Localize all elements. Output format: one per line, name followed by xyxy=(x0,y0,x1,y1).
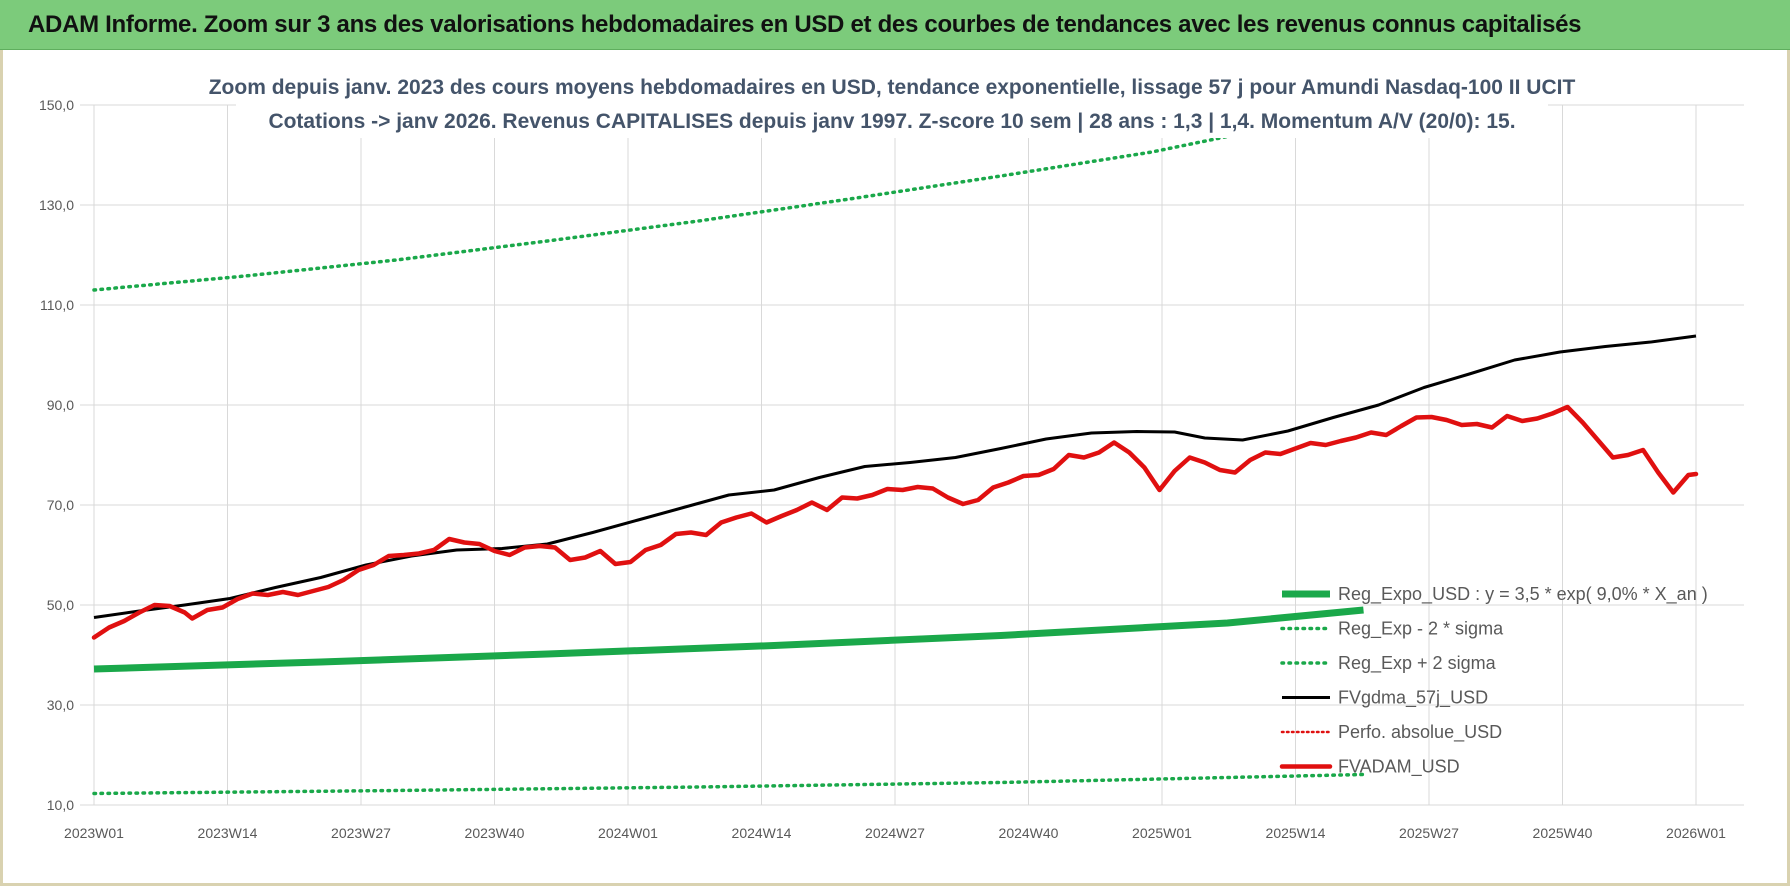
x-tick-label: 2024W01 xyxy=(598,825,658,841)
legend-label: Reg_Exp - 2 * sigma xyxy=(1338,619,1504,640)
x-tick-label: 2026W01 xyxy=(1666,825,1726,841)
y-tick-label: 30,0 xyxy=(47,697,74,713)
series-line-thick-red xyxy=(91,404,1699,640)
y-tick-label: 130,0 xyxy=(39,197,74,213)
legend-label: Reg_Expo_USD : y = 3,5 * exp( 9,0% * X_a… xyxy=(1338,584,1708,605)
x-tick-label: 2023W14 xyxy=(198,825,258,841)
series-line-dotted-green xyxy=(92,106,1366,292)
x-tick-label: 2024W14 xyxy=(732,825,792,841)
x-tick-label: 2023W27 xyxy=(331,825,391,841)
x-tick-label: 2023W40 xyxy=(465,825,525,841)
legend-label: Perfo. absolue_USD xyxy=(1338,722,1502,743)
axis-labels: 150,0 130,0 110,0 90,0 70,0 50,0 30,0 10,0 2023W… xyxy=(39,97,1726,841)
legend-label: FVADAM_USD xyxy=(1338,757,1460,778)
y-tick-label: 70,0 xyxy=(47,497,74,513)
series-line-dotted-green xyxy=(92,772,1366,796)
grid-lines xyxy=(80,104,1744,806)
x-tick-label: 2025W01 xyxy=(1132,825,1192,841)
y-tick-label: 10,0 xyxy=(47,797,74,813)
x-tick-label: 2023W01 xyxy=(64,825,124,841)
x-tick-label: 2025W40 xyxy=(1533,825,1593,841)
series-line-black xyxy=(93,334,1697,619)
x-tick-label: 2024W27 xyxy=(865,825,925,841)
title-background xyxy=(236,66,1548,138)
report-title: ADAM Informe. Zoom sur 3 ans des valoris… xyxy=(28,10,1582,38)
series-line-thick-green xyxy=(93,606,1364,673)
y-tick-label: 90,0 xyxy=(47,397,74,413)
legend-label: FVgdma_57j_USD xyxy=(1338,688,1488,709)
y-tick-label: 50,0 xyxy=(47,597,74,613)
chart-title-line-1: Zoom depuis janv. 2023 des cours moyens … xyxy=(209,76,1576,99)
series-lines xyxy=(91,106,1699,796)
legend: Reg_Expo_USD : y = 3,5 * exp( 9,0% * X_a… xyxy=(1279,584,1708,778)
x-tick-label: 2025W27 xyxy=(1399,825,1459,841)
legend-label: Reg_Exp + 2 sigma xyxy=(1338,653,1497,674)
chart-title: Zoom depuis janv. 2023 des cours moyens … xyxy=(209,66,1576,138)
chart-title-line-2: Cotations -> janv 2026. Revenus CAPITALI… xyxy=(268,110,1515,133)
y-tick-label: 150,0 xyxy=(39,97,74,113)
x-tick-label: 2024W40 xyxy=(999,825,1059,841)
report-banner: ADAM Informe. Zoom sur 3 ans des valoris… xyxy=(0,0,1790,50)
x-tick-label: 2025W14 xyxy=(1266,825,1326,841)
y-tick-label: 110,0 xyxy=(40,297,74,313)
